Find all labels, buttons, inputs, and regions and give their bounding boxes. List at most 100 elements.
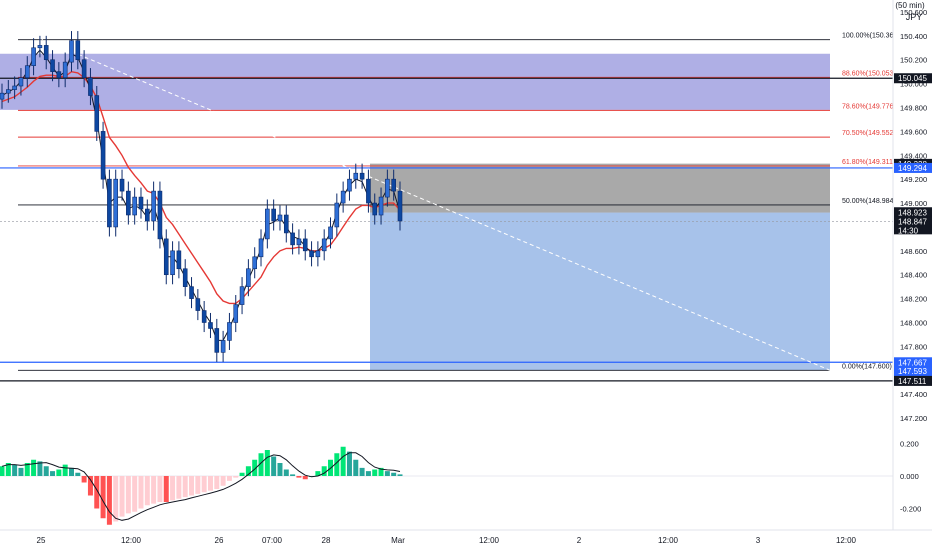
candle-body-2 — [12, 85, 17, 90]
candle-body-61 — [385, 178, 390, 198]
short-risk-zone — [370, 163, 830, 213]
price-tick-3: 150.000 — [900, 80, 927, 89]
candle-body-55 — [347, 178, 352, 192]
candle-body-36 — [227, 322, 232, 341]
price-badge-bg-2 — [894, 162, 932, 173]
price-badge-7: 147.511 — [894, 375, 932, 386]
price-badge-bg-7 — [894, 375, 932, 386]
oscillator-bar-32 — [201, 476, 207, 493]
price-badge-6: 147.593 — [894, 366, 932, 377]
candle-body-14 — [88, 77, 93, 96]
price-tick-8: 149.000 — [900, 199, 927, 208]
candle-body-35 — [220, 340, 226, 353]
candle-body-15 — [94, 95, 100, 132]
time-label-7: 2 — [577, 536, 582, 545]
oscillator-bar-18 — [113, 476, 119, 522]
price-badge-text-2: 149.294 — [898, 164, 927, 173]
oscillator-bar-45 — [283, 469, 289, 476]
time-label-4: 28 — [322, 536, 331, 545]
oscillator-bar-56 — [353, 459, 359, 476]
oscillator-bar-14 — [87, 476, 93, 496]
candle-body-34 — [214, 328, 220, 353]
candle-body-53 — [334, 202, 340, 228]
price-badge-bg-5 — [894, 357, 932, 368]
fib-label-5: 50.00%(148.984) — [842, 198, 896, 205]
oscillator-bar-31 — [195, 476, 201, 494]
oscillator-bar-20 — [125, 476, 131, 514]
price-badge-text-3: 148.923 — [898, 208, 927, 217]
oscillator-tick-1: 0.000 — [900, 472, 919, 481]
candle-body-8 — [50, 59, 55, 72]
oscillator-bar-4 — [24, 463, 30, 476]
candle-body-60 — [378, 196, 384, 216]
oscillator-bar-28 — [176, 476, 182, 499]
candle-body-42 — [265, 208, 270, 240]
candle-body-48 — [302, 238, 308, 252]
price-tick-12: 148.200 — [900, 295, 927, 304]
price-tick-0: 150.600 — [900, 8, 927, 17]
oscillator-bar-42 — [264, 450, 270, 476]
oscillator-bar-29 — [182, 476, 188, 498]
oscillator-bar-40 — [252, 459, 258, 476]
oscillator-bar-59 — [372, 469, 378, 476]
candle-body-41 — [258, 238, 264, 258]
price-tick-2: 150.200 — [900, 56, 927, 65]
candle-body-13 — [81, 59, 87, 78]
oscillator-bar-21 — [132, 476, 138, 512]
oscillator-bar-19 — [119, 476, 125, 517]
candle-body-62 — [391, 178, 396, 192]
candle-body-21 — [132, 196, 137, 216]
price-badge-text-4: 148.847 — [898, 217, 927, 226]
oscillator-bar-58 — [365, 471, 371, 476]
time-label-0: 25 — [37, 536, 46, 545]
candle-body-54 — [340, 190, 346, 204]
price-badge-3: 148.923 — [894, 207, 932, 218]
time-label-10: 12:00 — [836, 536, 857, 545]
candle-body-58 — [366, 178, 371, 204]
candle-body-24 — [151, 190, 156, 222]
candle-body-31 — [195, 298, 201, 311]
candle-body-43 — [271, 208, 276, 222]
oscillator-bar-6 — [37, 461, 43, 476]
oscillator-bar-34 — [214, 476, 220, 489]
oscillator-bar-47 — [296, 476, 302, 478]
oscillator-bar-63 — [397, 474, 403, 476]
oscillator-bar-26 — [163, 476, 169, 502]
candle-body-44 — [277, 214, 283, 222]
oscillator-bar-2 — [12, 464, 18, 476]
candle-body-50 — [315, 250, 321, 258]
candle-body-29 — [182, 268, 188, 287]
candle-body-6 — [37, 45, 43, 49]
supply-zone — [0, 53, 830, 110]
ema-fast-line — [1, 49, 401, 341]
candle-body-59 — [372, 202, 378, 216]
candle-body-47 — [296, 238, 302, 246]
fib-label-0: 100.00%(150.368) — [842, 33, 900, 40]
candle-body-0 — [0, 92, 5, 100]
candle-body-16 — [100, 131, 106, 180]
candle-body-23 — [145, 208, 150, 222]
oscillator-bar-43 — [271, 456, 277, 476]
oscillator-bar-44 — [277, 463, 283, 476]
ema-slow-line — [1, 70, 401, 305]
price-badge-bg-4 — [894, 216, 932, 235]
oscillator-bar-36 — [226, 476, 232, 481]
candle-body-11 — [69, 40, 74, 63]
candle-body-27 — [170, 250, 175, 276]
oscillator-bar-27 — [170, 476, 176, 501]
fib-label-1: 88.60%(150.053) — [842, 70, 896, 77]
oscillator-bar-37 — [233, 476, 239, 478]
price-tick-5: 149.600 — [900, 127, 927, 136]
candle-body-18 — [113, 178, 119, 228]
candle-body-3 — [18, 77, 24, 87]
oscillator-tick-2: -0.200 — [900, 505, 921, 514]
oscillator-bar-12 — [75, 472, 81, 476]
candle-body-12 — [75, 40, 81, 61]
short-target-zone — [370, 212, 830, 371]
candle-body-32 — [201, 310, 207, 323]
oscillator-bar-15 — [94, 476, 100, 509]
oscillator-bar-3 — [18, 467, 24, 476]
